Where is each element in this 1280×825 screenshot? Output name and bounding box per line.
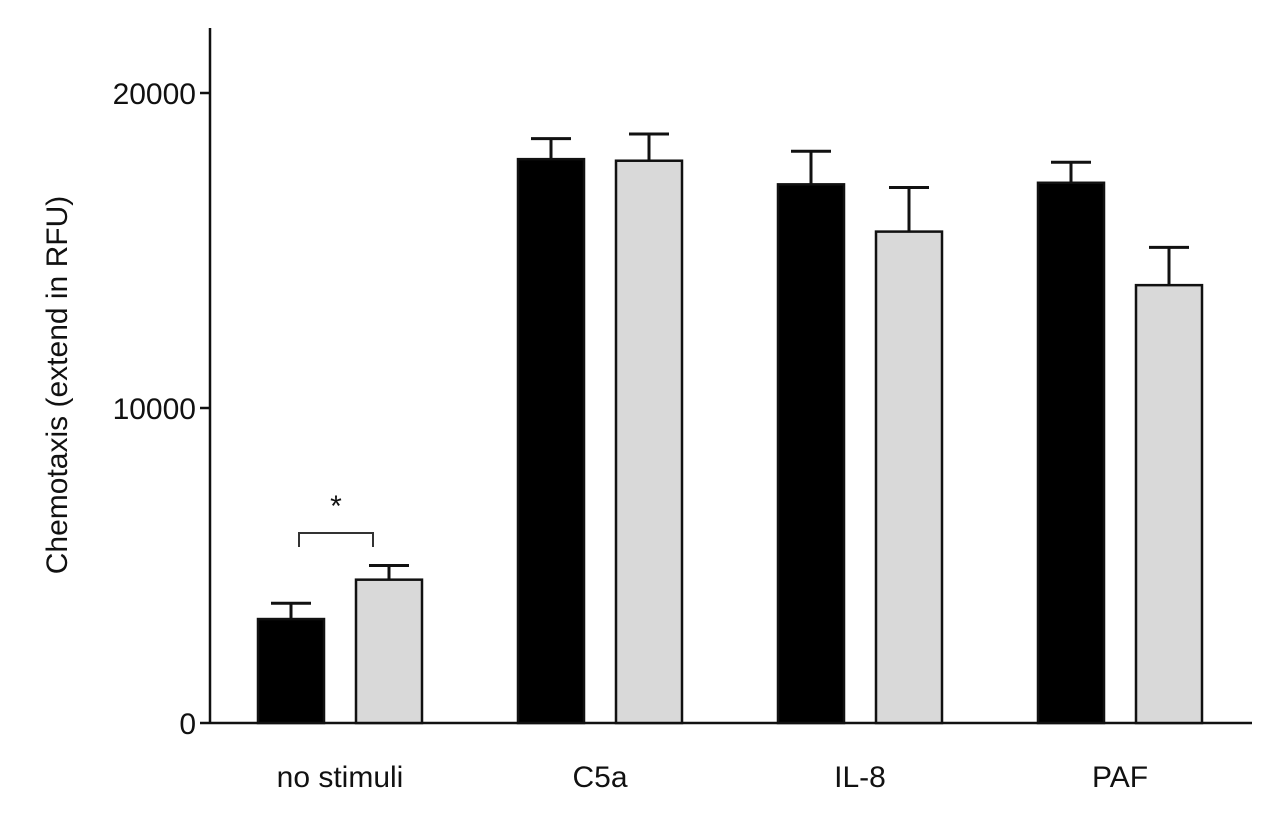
bar	[1036, 181, 1106, 725]
x-tick-label: IL-8	[834, 761, 886, 794]
y-tick-label: 10000	[113, 393, 196, 426]
bar	[256, 617, 326, 725]
labels: 0 10000 20000 Chemotaxis (extend in RFU) no …	[41, 78, 1148, 794]
y-axis-label: Chemotaxis (extend in RFU)	[41, 196, 74, 574]
bars	[256, 132, 1204, 725]
significance-star: *	[330, 490, 342, 523]
significance-bracket	[298, 532, 374, 547]
bar	[874, 230, 944, 725]
bar	[614, 159, 684, 725]
x-tick-label: no stimuli	[277, 761, 404, 794]
y-tick-label: 0	[179, 708, 196, 741]
x-tick-label: PAF	[1092, 761, 1148, 794]
y-tick-label: 20000	[113, 78, 196, 111]
bar	[1134, 283, 1204, 725]
x-tick-label: C5a	[572, 761, 627, 794]
bar	[776, 183, 846, 725]
bar	[354, 578, 424, 725]
bar	[516, 157, 586, 725]
